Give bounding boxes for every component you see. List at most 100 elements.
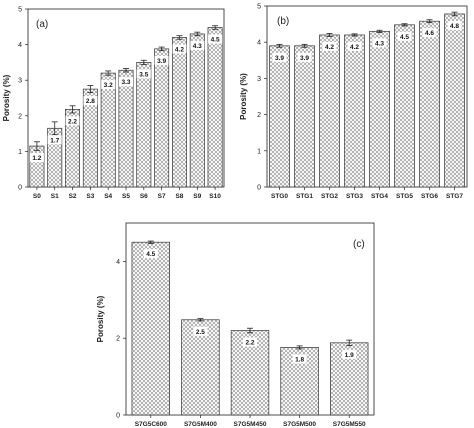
- data-label: 4.5: [211, 37, 220, 44]
- category-label: STG0: [271, 193, 288, 200]
- data-label-bg: [193, 326, 208, 336]
- data-label: 4.2: [175, 46, 184, 53]
- bar: [269, 45, 290, 188]
- data-label-bg: [65, 116, 80, 126]
- bar: [131, 241, 170, 416]
- data-label-bg: [101, 80, 116, 90]
- data-label: 1.9: [345, 352, 354, 359]
- data-label-bg: [422, 28, 437, 38]
- data-label: 1.2: [32, 155, 41, 162]
- data-label: 4.2: [350, 44, 359, 51]
- data-label-bg: [397, 31, 412, 41]
- category-label: S7G5M550: [333, 421, 366, 428]
- data-label-bg: [29, 153, 44, 163]
- bar: [118, 69, 134, 188]
- data-label: 4.5: [146, 251, 155, 258]
- data-label-bg: [292, 354, 307, 364]
- y-tick-label: 1: [257, 148, 261, 155]
- bar: [171, 37, 187, 188]
- bar: [136, 62, 152, 188]
- category-label: STG3: [346, 193, 363, 200]
- data-label-bg: [447, 20, 462, 30]
- y-tick-label: 0: [116, 413, 120, 420]
- category-label: S8: [175, 193, 183, 200]
- data-label: 4.6: [425, 30, 434, 37]
- y-tick-label: 0: [257, 185, 261, 192]
- data-label-bg: [190, 40, 205, 50]
- data-label: 2.5: [196, 329, 205, 336]
- y-axis-label: Porosity (%): [239, 73, 248, 120]
- data-label: 4.8: [450, 23, 459, 30]
- data-label: 1.7: [50, 137, 59, 144]
- category-label: S2: [69, 193, 77, 200]
- data-label: 4.5: [400, 34, 409, 41]
- data-label: 2.8: [86, 98, 95, 105]
- bar: [207, 27, 223, 188]
- bar: [369, 30, 390, 188]
- category-label: S7G5M500: [283, 421, 316, 428]
- bar: [294, 45, 315, 188]
- y-tick-label: 5: [257, 4, 261, 11]
- data-label-bg: [297, 52, 312, 62]
- category-label: S4: [104, 193, 112, 200]
- y-tick-label: 2: [18, 113, 22, 120]
- data-label-bg: [136, 69, 151, 79]
- y-tick-label: 2: [257, 112, 261, 119]
- y-tick-label: 3: [18, 78, 22, 85]
- bar: [444, 13, 465, 188]
- category-label: STG5: [396, 193, 413, 200]
- data-label: 3.9: [157, 58, 166, 65]
- data-label-bg: [322, 41, 337, 51]
- bar: [154, 48, 170, 188]
- data-label-bg: [172, 44, 187, 54]
- category-label: S6: [140, 193, 148, 200]
- data-label: 3.2: [104, 82, 113, 89]
- y-tick-label: 4: [18, 42, 22, 49]
- data-label-bg: [372, 38, 387, 48]
- panel-label: (a): [36, 19, 48, 30]
- plot-frame: [266, 5, 468, 188]
- category-label: STG1: [296, 193, 313, 200]
- category-label: S3: [86, 193, 94, 200]
- data-label-bg: [208, 34, 223, 44]
- data-label-bg: [342, 349, 357, 359]
- y-tick-label: 4: [116, 259, 120, 266]
- bar: [394, 24, 415, 188]
- data-label-bg: [119, 77, 133, 87]
- y-axis-label: Porosity (%): [2, 74, 11, 121]
- category-label: S0: [33, 193, 41, 200]
- data-label-bg: [83, 96, 98, 106]
- panel-label: (c): [353, 239, 365, 250]
- data-label-bg: [143, 249, 158, 259]
- chart-panel-a: 0 1 2 3 4 5 Porosity (%) (a) 1.2 S0 1.7 S1 2.2 S2 2.8 S…: [2, 7, 225, 200]
- chart-panel-c: 0 2 4 Porosity (%) (c) 4.5 S7G5C600 2.5 S7G5M400…: [96, 222, 375, 428]
- category-label: STG7: [446, 193, 463, 200]
- bar: [189, 33, 205, 188]
- category-label: S5: [122, 193, 130, 200]
- y-tick-label: 4: [257, 40, 261, 47]
- bar: [344, 34, 365, 188]
- y-tick-label: 0: [18, 185, 22, 192]
- bar: [419, 20, 440, 188]
- category-label: S7G5M400: [184, 421, 217, 428]
- data-label: 3.5: [139, 71, 148, 78]
- data-label: 3.9: [300, 55, 309, 62]
- data-label: 3.3: [121, 79, 130, 86]
- category-label: S10: [209, 193, 221, 200]
- y-tick-label: 2: [116, 336, 120, 343]
- y-tick-label: 1: [18, 149, 22, 156]
- data-label: 2.2: [245, 340, 254, 347]
- data-label-bg: [272, 52, 287, 62]
- bar: [319, 34, 340, 188]
- category-label: STG2: [321, 193, 338, 200]
- bar: [29, 145, 45, 188]
- panel-label: (b): [277, 16, 289, 27]
- bar: [100, 72, 116, 188]
- data-label-bg: [47, 135, 62, 145]
- category-label: S1: [51, 193, 59, 200]
- category-label: S7G5C600: [135, 421, 168, 428]
- data-label: 1.8: [295, 356, 304, 363]
- category-label: S9: [193, 193, 201, 200]
- data-label-bg: [347, 41, 362, 51]
- category-label: S7: [158, 193, 166, 200]
